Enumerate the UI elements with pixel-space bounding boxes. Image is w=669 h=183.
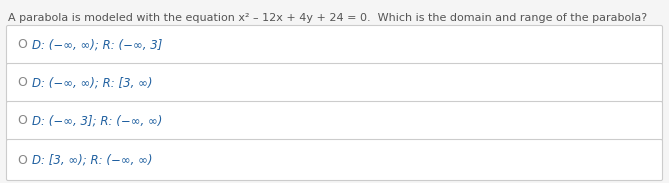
Text: O: O xyxy=(17,76,27,89)
FancyBboxPatch shape xyxy=(7,64,662,102)
FancyBboxPatch shape xyxy=(7,102,662,141)
FancyBboxPatch shape xyxy=(7,139,662,180)
FancyBboxPatch shape xyxy=(7,25,662,64)
Text: D: [3, ∞); R: (−∞, ∞): D: [3, ∞); R: (−∞, ∞) xyxy=(32,154,153,167)
Text: D: (−∞, ∞); R: (−∞, 3]: D: (−∞, ∞); R: (−∞, 3] xyxy=(32,38,163,51)
Text: O: O xyxy=(17,154,27,167)
Text: D: (−∞, ∞); R: [3, ∞): D: (−∞, ∞); R: [3, ∞) xyxy=(32,76,153,89)
Text: A parabola is modeled with the equation x² – 12x + 4y + 24 = 0.  Which is the do: A parabola is modeled with the equation … xyxy=(8,13,647,23)
Text: D: (−∞, 3]; R: (−∞, ∞): D: (−∞, 3]; R: (−∞, ∞) xyxy=(32,115,163,128)
Text: O: O xyxy=(17,115,27,128)
Text: O: O xyxy=(17,38,27,51)
